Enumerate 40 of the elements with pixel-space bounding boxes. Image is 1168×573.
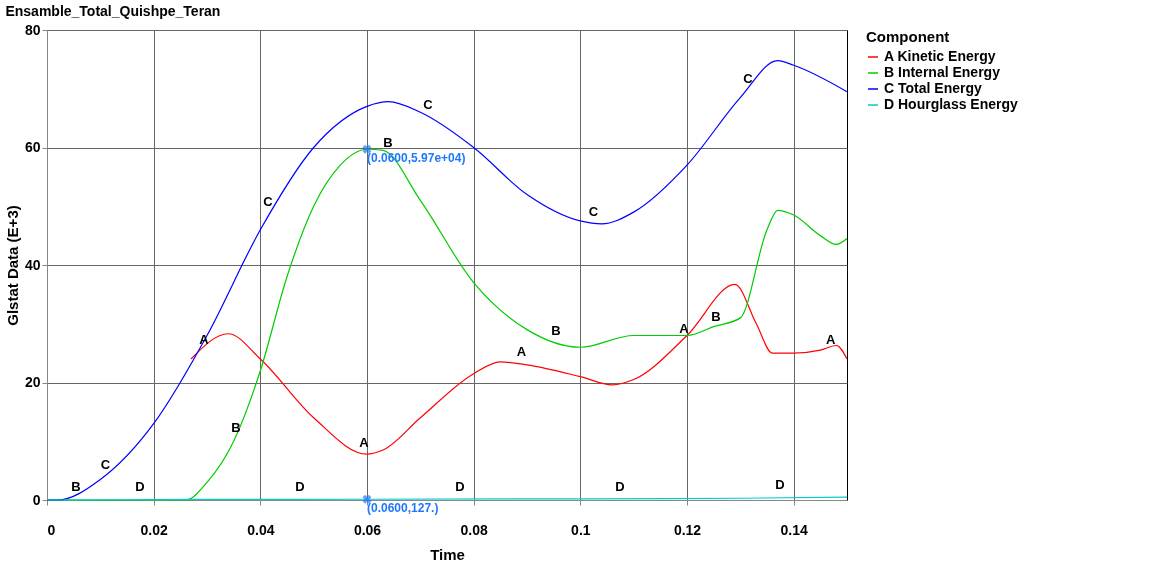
y-tick-label: 20 — [24, 374, 41, 390]
x-tick-label: 0.04 — [247, 521, 275, 538]
annotation: D — [455, 479, 465, 495]
x-tick-label: 0.06 — [353, 521, 382, 538]
annotation: B — [71, 479, 81, 495]
y-tick-label: 80 — [24, 21, 41, 38]
line-series — [190, 283, 848, 455]
annotation: D — [135, 479, 145, 495]
annotation: C — [263, 194, 274, 210]
y-tick-label: 40 — [24, 256, 41, 273]
y-axis-title: Glstat Data (E+3) — [3, 205, 21, 326]
annotation: B — [551, 323, 561, 339]
annotation: B — [231, 420, 241, 436]
x-tick-label: 0 — [47, 521, 56, 538]
annotation: (0.0600,127.) — [367, 501, 439, 516]
chart-title: Ensamble_Total_Quishpe_Teran — [5, 3, 221, 19]
legend-title: Component — [866, 28, 950, 45]
annotation: C — [743, 70, 754, 86]
annotation: A — [516, 344, 527, 359]
legend-label: A Kinetic Energy — [884, 48, 996, 64]
annotation: D — [295, 479, 305, 495]
y-tick-label: 0 — [32, 491, 41, 508]
annotation: C — [588, 204, 599, 220]
annotation: B — [711, 308, 721, 324]
annotation: B — [383, 135, 393, 151]
x-tick-label: 0.14 — [780, 521, 808, 538]
annotation: D — [615, 479, 625, 495]
annotation: D — [775, 477, 785, 493]
legend-label: B Internal Energy — [884, 64, 1001, 80]
x-tick-label: 0.08 — [460, 521, 488, 538]
legend-label: C Total Energy — [884, 80, 982, 96]
x-tick-label: 0.02 — [140, 521, 168, 538]
x-tick-label: 0.1 — [571, 521, 591, 538]
annotation: C — [423, 97, 434, 113]
x-tick-label: 0.12 — [673, 521, 702, 538]
annotation: C — [100, 456, 111, 472]
annotation: A — [826, 332, 836, 348]
y-tick-label: 60 — [24, 139, 41, 155]
x-axis-title: Time — [430, 545, 465, 563]
legend-label: D Hourglass Energy — [884, 96, 1019, 112]
